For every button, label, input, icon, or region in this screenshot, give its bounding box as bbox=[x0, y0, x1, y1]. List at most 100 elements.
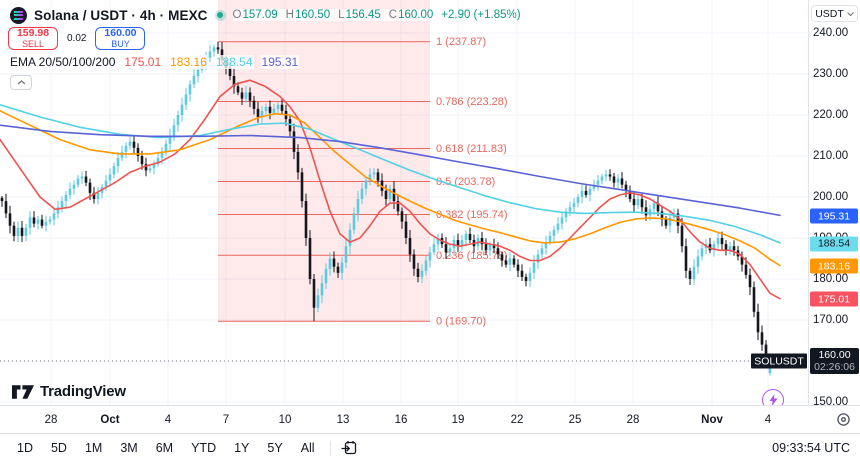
indicator-price-pill: 188.54 bbox=[810, 236, 858, 252]
symbol-title[interactable]: Solana / USDT · 4h · MEXC bbox=[34, 7, 208, 23]
candle-body bbox=[624, 184, 628, 191]
candle-body bbox=[500, 254, 504, 261]
candle-body bbox=[712, 244, 716, 251]
time-axis-settings-icon[interactable] bbox=[836, 412, 851, 432]
candle-body bbox=[108, 174, 112, 181]
candle-body bbox=[664, 219, 668, 226]
range-button-1d[interactable]: 1D bbox=[17, 441, 33, 455]
indicator-price-pill: 175.01 bbox=[810, 291, 858, 307]
range-button-5d[interactable]: 5D bbox=[50, 441, 67, 455]
candle-body bbox=[396, 201, 400, 212]
candle-body bbox=[340, 262, 344, 273]
candle-body bbox=[684, 246, 688, 271]
change-value: +2.90 (+1.85%) bbox=[441, 9, 521, 21]
last-price-pill: 160.00 02:26:06 bbox=[810, 348, 859, 374]
candle-body bbox=[724, 244, 728, 251]
candle-body bbox=[8, 213, 12, 226]
candle-body bbox=[136, 147, 140, 156]
ema-indicator-legend[interactable]: EMA 20/50/100/200 175.01 183.16 188.54 195.… bbox=[10, 55, 300, 69]
go-to-date-button[interactable] bbox=[339, 438, 359, 458]
buy-button[interactable]: 160.00 BUY bbox=[95, 27, 146, 50]
range-button-all[interactable]: All bbox=[300, 441, 315, 455]
low-label: L bbox=[338, 9, 345, 21]
price-tick-label: 220.00 bbox=[813, 109, 849, 121]
candle-body bbox=[688, 270, 692, 279]
candle-body bbox=[760, 332, 764, 345]
candle-body bbox=[248, 92, 252, 101]
candle-body bbox=[580, 190, 584, 197]
candle-body bbox=[548, 235, 552, 243]
candle-body bbox=[568, 207, 572, 212]
sell-button[interactable]: 159.98 SELL bbox=[8, 27, 58, 50]
candle-body bbox=[20, 227, 24, 236]
range-button-3m[interactable]: 3M bbox=[120, 441, 138, 455]
candle-body bbox=[528, 272, 532, 282]
time-tick-label: 13 bbox=[336, 413, 350, 426]
bottom-toolbar: 1D 5D 1M 3M 6M YTD 1Y 5Y All 09:33:54 UTC bbox=[0, 433, 860, 462]
legend-collapse-button[interactable] bbox=[10, 75, 32, 90]
range-button-1m[interactable]: 1M bbox=[84, 441, 103, 455]
close-value: 160.00 bbox=[398, 9, 434, 21]
candle-body bbox=[92, 192, 96, 200]
candle-body bbox=[572, 203, 576, 208]
candle-body bbox=[456, 240, 460, 247]
candle-body bbox=[320, 283, 324, 296]
candle-body bbox=[544, 242, 548, 249]
tradingview-logo[interactable]: TradingView bbox=[12, 383, 126, 400]
candle-body bbox=[68, 188, 72, 195]
clock-utc[interactable]: 09:33:54 UTC bbox=[772, 441, 850, 455]
candle-body bbox=[124, 145, 128, 152]
fib-level-label: 0 (169.70) bbox=[436, 316, 486, 328]
candle-body bbox=[368, 174, 372, 181]
fib-retracement-shade bbox=[218, 0, 430, 322]
candle-body bbox=[364, 180, 368, 189]
candle-body bbox=[188, 84, 192, 95]
candle-body bbox=[180, 104, 184, 115]
open-value: 157.09 bbox=[242, 9, 278, 21]
high-value: 160.50 bbox=[294, 9, 331, 21]
candle-body bbox=[32, 217, 36, 224]
candle-body bbox=[764, 344, 768, 355]
candle-body bbox=[620, 178, 624, 185]
candle-body bbox=[532, 262, 536, 273]
candle-body bbox=[604, 174, 608, 177]
candle-body bbox=[752, 287, 756, 312]
price-chart-canvas[interactable]: 1 (237.87) 0.786 (223.28) 0.618 (211.83) 0.… bbox=[0, 0, 808, 405]
candle-body bbox=[232, 76, 236, 87]
candle-body bbox=[120, 151, 124, 159]
candle-body bbox=[444, 244, 448, 253]
range-button-5y[interactable]: 5Y bbox=[267, 441, 283, 455]
candle-body bbox=[520, 270, 524, 277]
fib-level-label: 0.618 (211.83) bbox=[436, 143, 507, 155]
low-value: 156.45 bbox=[345, 9, 381, 21]
candle-body bbox=[60, 201, 64, 208]
candle-body bbox=[744, 264, 748, 275]
range-button-6m[interactable]: 6M bbox=[155, 441, 174, 455]
candle-body bbox=[524, 276, 528, 282]
candle-body bbox=[192, 76, 196, 85]
candle-body bbox=[488, 244, 492, 251]
price-axis[interactable]: USDT 240.00230.00220.00210.00200.00190.0… bbox=[809, 0, 860, 408]
indicator-price-pill: 195.31 bbox=[810, 208, 858, 224]
candle-body bbox=[508, 258, 512, 265]
candle-body bbox=[212, 47, 216, 52]
candle-body bbox=[168, 135, 172, 144]
candle-body bbox=[748, 274, 752, 288]
currency-dropdown[interactable]: USDT bbox=[811, 5, 858, 22]
range-button-ytd[interactable]: YTD bbox=[191, 441, 217, 455]
candle-body bbox=[324, 268, 328, 284]
candle-body bbox=[304, 201, 308, 238]
candle-body bbox=[128, 141, 132, 146]
candle-body bbox=[348, 229, 352, 247]
candle-body bbox=[464, 233, 468, 241]
candle-body bbox=[556, 223, 560, 230]
candle-body bbox=[144, 164, 148, 171]
candle-body bbox=[36, 219, 40, 224]
ema-100-value: 188.54 bbox=[214, 55, 254, 69]
time-axis[interactable]: 28 Oct 4 7 10 13 16 19 22 25 28 Nov 4 bbox=[0, 405, 860, 433]
range-button-1y[interactable]: 1Y bbox=[234, 441, 250, 455]
market-status-icon[interactable] bbox=[214, 9, 226, 21]
candle-body bbox=[732, 246, 736, 251]
time-tick-label: 10 bbox=[278, 413, 292, 426]
candle-body bbox=[96, 192, 100, 200]
